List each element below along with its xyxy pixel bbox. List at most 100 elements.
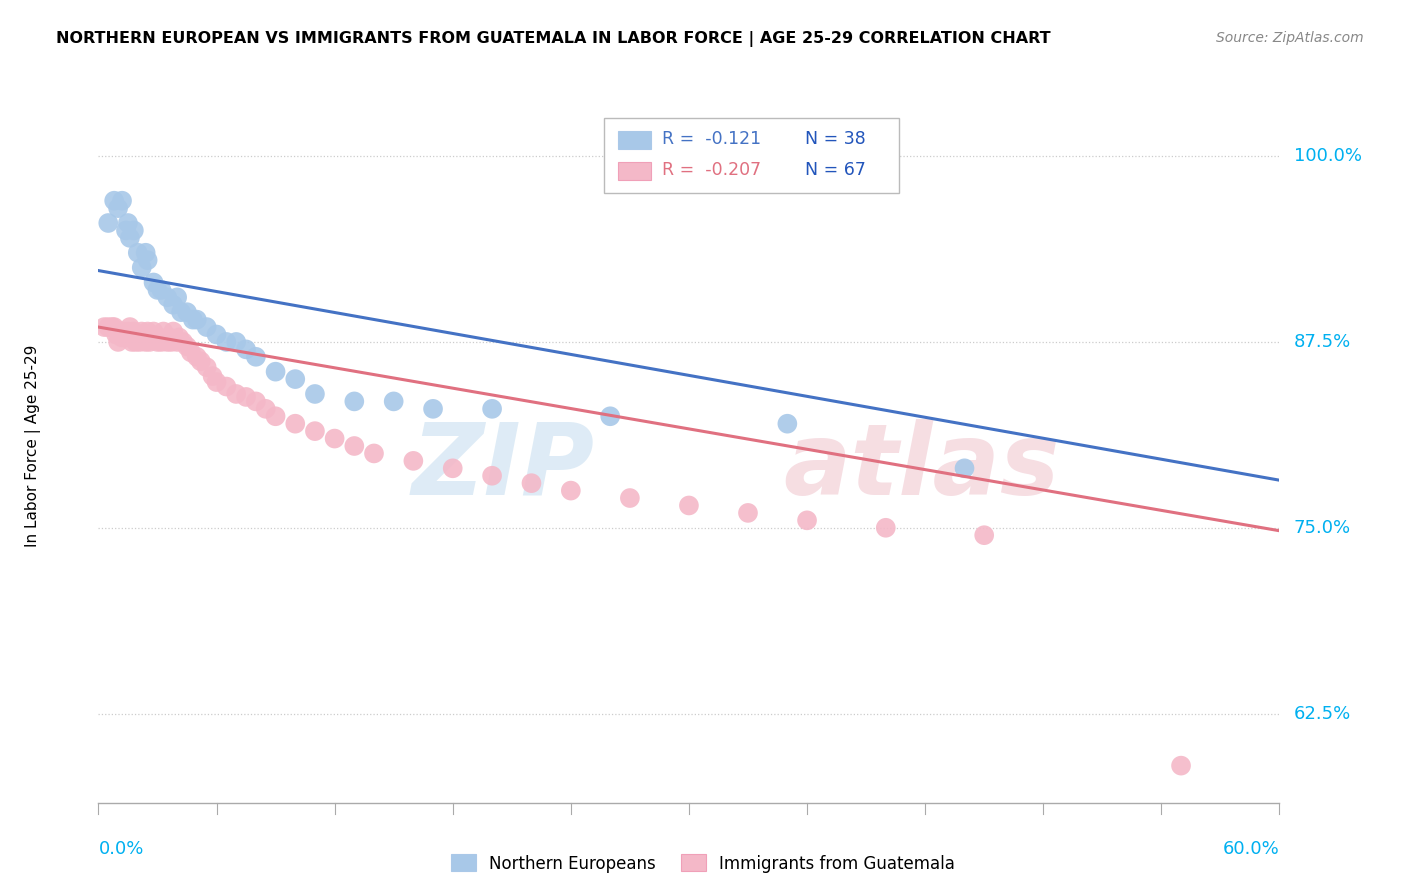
Point	[150, 283, 173, 297]
Text: 87.5%: 87.5%	[1294, 333, 1351, 351]
Point	[205, 375, 228, 389]
Point	[180, 345, 202, 359]
Point	[111, 194, 134, 208]
Point	[172, 334, 194, 349]
Text: R =  -0.121: R = -0.121	[662, 130, 761, 148]
Point	[135, 245, 157, 260]
Point	[118, 231, 141, 245]
Point	[117, 325, 139, 339]
Point	[148, 330, 170, 344]
Point	[103, 194, 125, 208]
Point	[107, 325, 129, 339]
Text: atlas: atlas	[783, 419, 1060, 516]
Point	[128, 334, 150, 349]
Point	[284, 417, 307, 431]
Point	[97, 216, 120, 230]
FancyBboxPatch shape	[605, 118, 900, 193]
Point	[678, 499, 700, 513]
Text: 100.0%: 100.0%	[1294, 147, 1361, 165]
Point	[103, 320, 125, 334]
Text: Source: ZipAtlas.com: Source: ZipAtlas.com	[1216, 31, 1364, 45]
Point	[363, 446, 385, 460]
Point	[138, 334, 160, 349]
Point	[146, 334, 169, 349]
Point	[382, 394, 405, 409]
Point	[132, 330, 155, 344]
Point	[190, 354, 212, 368]
Legend: Northern Europeans, Immigrants from Guatemala: Northern Europeans, Immigrants from Guat…	[444, 847, 962, 880]
Point	[343, 439, 366, 453]
Point	[146, 283, 169, 297]
Point	[875, 521, 897, 535]
Point	[135, 334, 157, 349]
Point	[235, 343, 257, 357]
Point	[205, 327, 228, 342]
Point	[136, 325, 159, 339]
Point	[215, 379, 238, 393]
Point	[107, 201, 129, 215]
Point	[264, 365, 287, 379]
Point	[186, 350, 208, 364]
Point	[156, 290, 179, 304]
Point	[157, 330, 180, 344]
Text: NORTHERN EUROPEAN VS IMMIGRANTS FROM GUATEMALA IN LABOR FORCE | AGE 25-29 CORREL: NORTHERN EUROPEAN VS IMMIGRANTS FROM GUA…	[56, 31, 1050, 47]
Point	[422, 401, 444, 416]
Point	[156, 334, 179, 349]
Point	[181, 312, 204, 326]
Text: ZIP: ZIP	[412, 419, 595, 516]
Point	[115, 223, 138, 237]
Point	[121, 334, 143, 349]
Point	[160, 334, 183, 349]
Point	[152, 325, 174, 339]
Point	[108, 325, 131, 339]
Point	[441, 461, 464, 475]
Point	[136, 253, 159, 268]
Point	[162, 298, 184, 312]
Text: N = 67: N = 67	[804, 161, 866, 178]
Point	[195, 320, 218, 334]
Point	[304, 424, 326, 438]
Point	[225, 334, 247, 349]
Point	[150, 334, 173, 349]
Point	[117, 216, 139, 230]
Point	[101, 320, 124, 334]
Point	[131, 260, 153, 275]
Point	[162, 325, 184, 339]
Point	[122, 325, 145, 339]
Text: 75.0%: 75.0%	[1294, 519, 1351, 537]
Text: 60.0%: 60.0%	[1223, 840, 1279, 858]
Text: In Labor Force | Age 25-29: In Labor Force | Age 25-29	[25, 345, 41, 547]
Point	[141, 330, 163, 344]
Point	[599, 409, 621, 424]
Point	[105, 327, 128, 342]
Point	[304, 387, 326, 401]
Point	[215, 334, 238, 349]
FancyBboxPatch shape	[619, 161, 651, 180]
Point	[142, 325, 165, 339]
Point	[254, 401, 277, 416]
Point	[481, 468, 503, 483]
Text: N = 38: N = 38	[804, 130, 866, 148]
Point	[323, 432, 346, 446]
Point	[125, 334, 148, 349]
Point	[127, 245, 149, 260]
Point	[235, 390, 257, 404]
Point	[776, 417, 799, 431]
Point	[97, 320, 120, 334]
FancyBboxPatch shape	[619, 131, 651, 149]
Point	[796, 513, 818, 527]
Point	[245, 394, 267, 409]
Point	[122, 223, 145, 237]
Point	[1170, 758, 1192, 772]
Point	[112, 325, 135, 339]
Point	[619, 491, 641, 505]
Point	[142, 276, 165, 290]
Point	[195, 360, 218, 375]
Point	[481, 401, 503, 416]
Point	[107, 334, 129, 349]
Point	[127, 330, 149, 344]
Point	[118, 330, 141, 344]
Point	[560, 483, 582, 498]
Point	[170, 305, 193, 319]
Point	[166, 290, 188, 304]
